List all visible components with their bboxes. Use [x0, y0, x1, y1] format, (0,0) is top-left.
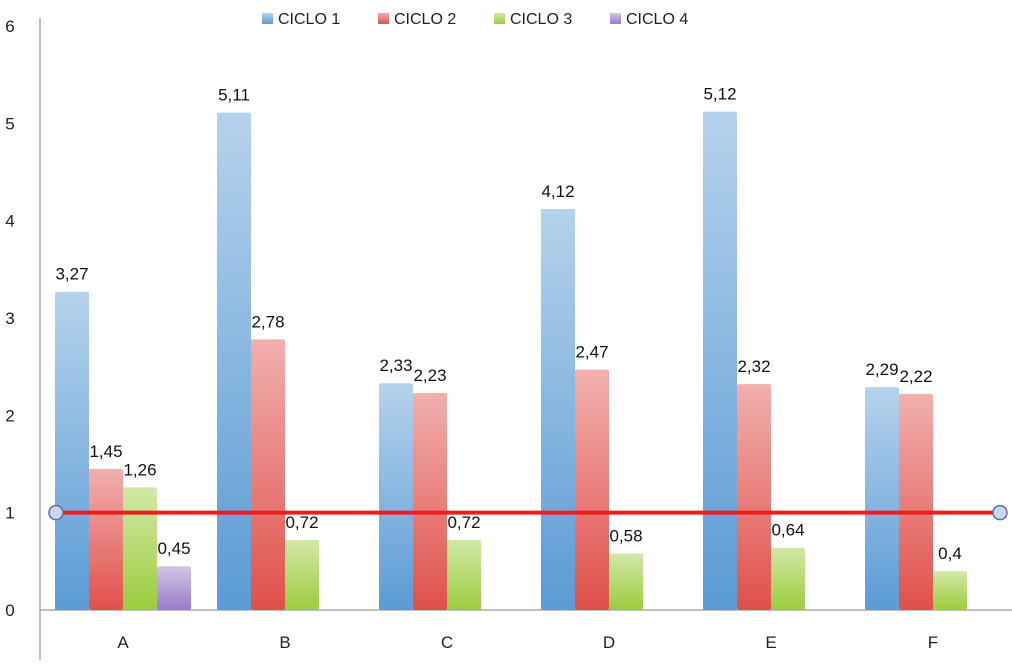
- bar-ciclo-2-b: [251, 339, 285, 610]
- legend: CICLO 1 CICLO 2 CICLO 3 CICLO 4: [262, 11, 688, 28]
- bar-ciclo-3-e: [771, 547, 805, 610]
- y-tick-label: 2: [5, 406, 14, 425]
- y-tick-label: 3: [5, 309, 14, 328]
- bar-ciclo-1-d: [541, 208, 575, 610]
- data-label: 2,22: [899, 367, 932, 386]
- x-tick-label: E: [765, 633, 776, 652]
- data-label: 2,47: [575, 343, 608, 362]
- reference-line-start-marker: [48, 504, 64, 521]
- bar-ciclo-2-a: [89, 468, 123, 610]
- data-label: 0,64: [771, 521, 804, 540]
- data-label: 0,72: [447, 513, 480, 532]
- y-tick-label: 1: [5, 504, 14, 523]
- bar-ciclo-2-d: [575, 369, 609, 610]
- bar-ciclo-1-b: [217, 112, 251, 611]
- y-tick-label: 4: [5, 212, 14, 231]
- x-tick-label: D: [603, 633, 615, 652]
- data-label: 1,45: [89, 442, 122, 461]
- data-label: 2,23: [413, 366, 446, 385]
- axes: 0 1 2 3 4 5 6 A B C D E F: [5, 17, 1012, 660]
- x-tick-label: A: [117, 633, 129, 652]
- legend-label: CICLO 3: [510, 11, 572, 28]
- bar-ciclo-3-c: [447, 539, 481, 610]
- data-label: 0,58: [609, 527, 642, 546]
- bar-ciclo-3-f: [933, 571, 967, 610]
- legend-swatch: [610, 13, 621, 24]
- data-label: 0,45: [157, 539, 190, 558]
- bars: [55, 111, 967, 611]
- data-label: 4,12: [541, 182, 574, 201]
- data-labels: 3,27 1,451,26 0,45 5,11 2,78 0,72 2,332,23 0,72…: [55, 85, 961, 563]
- y-tick-label: 0: [5, 601, 14, 620]
- x-tick-label: B: [279, 633, 290, 652]
- bar-ciclo-4-a: [157, 566, 191, 610]
- bar-ciclo-3-b: [285, 539, 319, 610]
- data-label: 2,33: [379, 356, 412, 375]
- reference-line-end-marker: [992, 504, 1008, 521]
- data-label: 5,12: [703, 85, 736, 104]
- data-label: 0,72: [285, 513, 318, 532]
- legend-swatch: [494, 13, 505, 24]
- data-label: 3,27: [55, 265, 88, 284]
- data-label: 2,78: [251, 312, 284, 331]
- bar-ciclo-1-a: [55, 291, 89, 610]
- legend-swatch: [378, 13, 389, 24]
- data-label: 2,32: [737, 357, 770, 376]
- data-label: 1,26: [123, 460, 156, 479]
- legend-swatch: [262, 13, 273, 24]
- bar-ciclo-2-e: [737, 384, 771, 610]
- x-tick-label: C: [441, 633, 453, 652]
- legend-label: CICLO 4: [626, 11, 688, 28]
- bar-ciclo-1-c: [379, 383, 413, 610]
- data-label: 2,29: [865, 360, 898, 379]
- y-tick-label: 6: [5, 17, 14, 36]
- data-label: 0,4: [938, 544, 962, 563]
- bar-ciclo-1-f: [865, 387, 899, 610]
- bar-ciclo-3-d: [609, 553, 643, 610]
- y-tick-label: 5: [5, 114, 14, 133]
- bar-ciclo-2-c: [413, 392, 447, 610]
- bar-ciclo-3-a: [123, 487, 157, 610]
- bar-ciclo-1-e: [703, 111, 737, 611]
- legend-label: CICLO 1: [278, 11, 340, 28]
- legend-label: CICLO 2: [394, 11, 456, 28]
- x-tick-label: F: [928, 633, 938, 652]
- bar-ciclo-2-f: [899, 393, 933, 610]
- data-label: 5,11: [218, 86, 250, 105]
- reference-line-group: [48, 504, 1008, 521]
